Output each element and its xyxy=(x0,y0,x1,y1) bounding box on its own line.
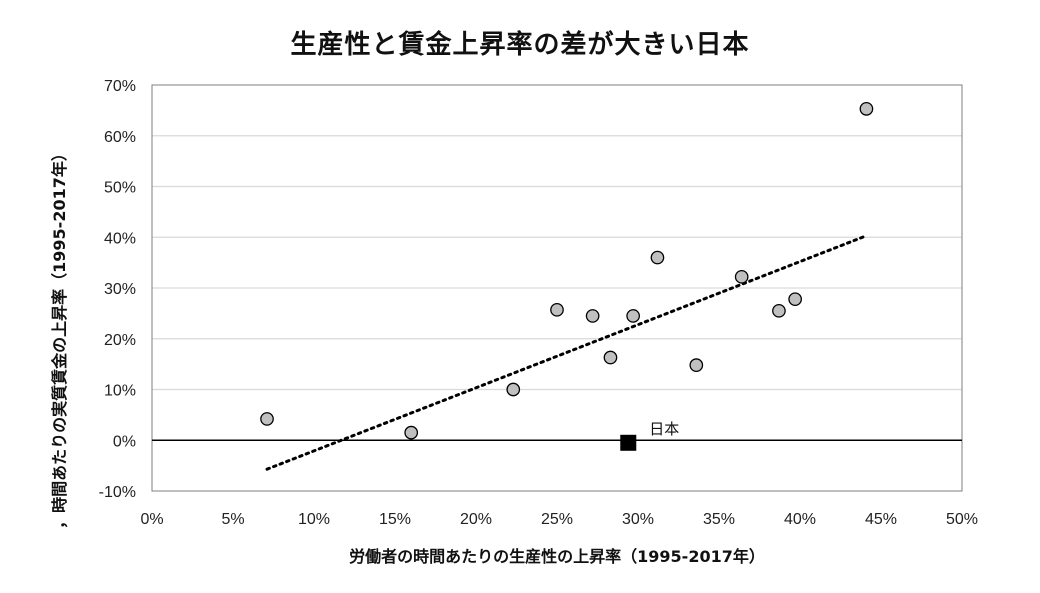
y-tick-label: 60% xyxy=(104,129,136,146)
data-point xyxy=(506,382,521,397)
data-point xyxy=(603,350,618,365)
x-tick-label: 35% xyxy=(703,511,735,528)
x-axis-label: 労働者の時間あたりの生産性の上昇率（1995-2017年） xyxy=(349,547,765,566)
y-tick-label: 10% xyxy=(104,383,136,400)
japan-marker xyxy=(620,434,637,451)
x-tick-label: 45% xyxy=(865,511,897,528)
data-point xyxy=(260,412,274,426)
data-point xyxy=(859,102,874,116)
x-axis-tick-labels: 0% 5% 10% 15% 20% 25% 30% 35% 40% 45% 50% xyxy=(140,511,978,528)
x-tick-label: 10% xyxy=(298,511,330,528)
data-point xyxy=(585,309,600,323)
data-point xyxy=(650,250,665,265)
trendline xyxy=(265,234,868,471)
japan-highlight: 日本 xyxy=(620,420,679,451)
chart-title: 生産性と賃金上昇率の差が大きい日本 xyxy=(290,30,750,60)
y-tick-label: 20% xyxy=(104,332,136,349)
data-point xyxy=(404,425,419,440)
data-point xyxy=(626,309,640,323)
y-tick-label: 0% xyxy=(113,433,136,450)
x-tick-label: 40% xyxy=(784,511,816,528)
y-axis-label: ，時間あたりの実質賃金の上昇率（1995-2017年） xyxy=(50,145,69,529)
japan-label: 日本 xyxy=(649,420,679,438)
x-tick-label: 25% xyxy=(541,511,573,528)
x-tick-label: 20% xyxy=(460,511,492,528)
data-point xyxy=(734,269,749,284)
x-tick-label: 5% xyxy=(221,511,244,528)
y-axis-tick-labels: -10% 0% 10% 20% 30% 40% 50% 60% 70% xyxy=(99,78,136,501)
y-tick-label: 30% xyxy=(104,281,136,298)
data-point xyxy=(788,292,802,307)
y-tick-label: 40% xyxy=(104,230,136,247)
data-point xyxy=(772,303,786,318)
y-tick-label: 50% xyxy=(104,180,136,197)
x-tick-label: 50% xyxy=(946,511,978,528)
x-tick-label: 30% xyxy=(622,511,654,528)
y-tick-label: -10% xyxy=(99,484,136,501)
data-point xyxy=(689,358,704,372)
x-tick-label: 15% xyxy=(379,511,411,528)
y-tick-label: 70% xyxy=(104,78,136,95)
grid-lines xyxy=(152,135,962,391)
data-points xyxy=(260,102,874,440)
data-point xyxy=(550,302,564,317)
plot-area-frame xyxy=(151,84,963,492)
x-tick-label: 0% xyxy=(140,511,163,528)
